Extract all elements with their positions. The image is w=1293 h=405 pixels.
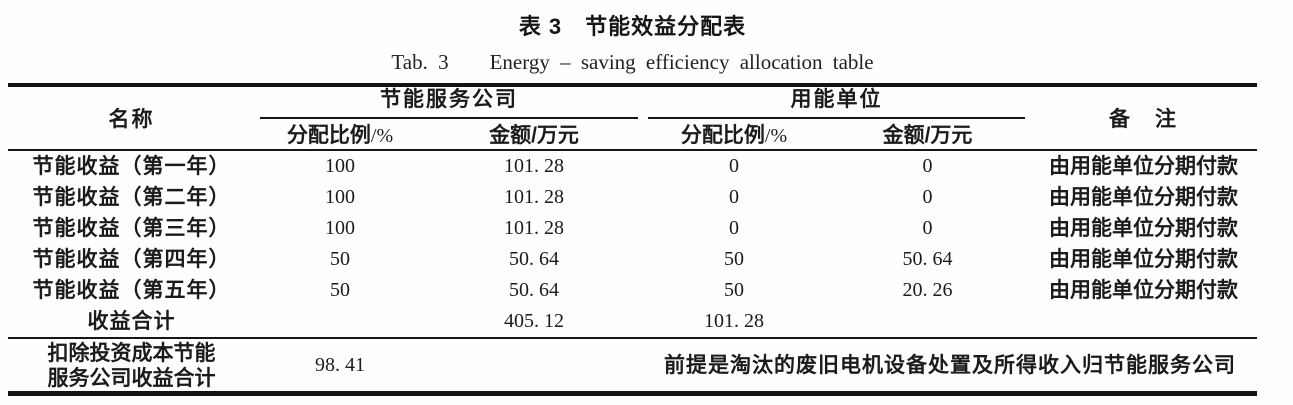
user-amount-value	[825, 306, 1030, 338]
esco-amount-value: 101. 28	[504, 186, 564, 208]
table-row: 节能收益（第二年） 100 101. 28 0 0 由用能单位分期付款	[8, 182, 1257, 213]
esco-ratio-value: 100	[325, 217, 355, 239]
esco-ratio-value: 100	[325, 186, 355, 208]
row-name: 节能收益（第五年）	[32, 279, 231, 302]
header-remark: 备 注	[1030, 85, 1257, 151]
row-name: 节能收益（第一年）	[32, 155, 231, 178]
footer-value: 98. 41	[255, 337, 425, 394]
amount-label: 金额	[489, 124, 532, 147]
remark-value: 由用能单位分期付款	[1049, 186, 1238, 209]
header-esco-group-label: 节能服务公司	[260, 87, 638, 119]
user-amount-value: 0	[922, 217, 933, 239]
user-ratio-value: 0	[729, 186, 739, 208]
esco-amount-value: 50. 64	[509, 279, 559, 301]
esco-ratio-value: 100	[325, 155, 355, 177]
footer-label: 扣除投资成本节能 服务公司收益合计	[8, 337, 255, 394]
row-name: 节能收益（第三年）	[32, 217, 231, 240]
remark-value: 由用能单位分期付款	[1049, 155, 1238, 178]
esco-ratio-value: 50	[330, 248, 350, 270]
table-footer-row: 扣除投资成本节能 服务公司收益合计 98. 41 前提是淘汰的废旧电机设备处置及…	[8, 337, 1257, 394]
user-ratio-value: 101. 28	[704, 310, 764, 332]
table-header: 名称 节能服务公司 用能单位 备 注 分配比例/% 金额/万元 分配比例/% 金…	[8, 85, 1257, 151]
esco-ratio-value	[255, 306, 425, 338]
header-esco-ratio: 分配比例/%	[255, 119, 425, 151]
ratio-unit: /%	[764, 125, 788, 147]
esco-amount-value: 50. 64	[509, 248, 559, 270]
esco-amount-value: 101. 28	[504, 217, 564, 239]
table-row: 节能收益（第五年） 50 50. 64 50 20. 26 由用能单位分期付款	[8, 275, 1257, 306]
header-user-amount: 金额/万元	[825, 119, 1030, 151]
footer-label-line1: 扣除投资成本节能	[47, 342, 216, 365]
remark-value: 由用能单位分期付款	[1049, 217, 1238, 240]
header-user-ratio: 分配比例/%	[643, 119, 825, 151]
user-amount-value: 20. 26	[902, 279, 953, 301]
row-name: 节能收益（第四年）	[32, 248, 231, 271]
user-ratio-value: 0	[729, 217, 739, 239]
footer-label-line2: 服务公司收益合计	[47, 367, 216, 390]
user-amount-value: 0	[922, 186, 933, 208]
header-sub-row: 分配比例/% 金额/万元 分配比例/% 金额/万元	[8, 119, 1257, 151]
remark-value: 由用能单位分期付款	[1049, 248, 1238, 271]
amount-label: 金额	[882, 124, 925, 147]
remark-value: 由用能单位分期付款	[1049, 279, 1238, 302]
amount-unit: /万元	[924, 124, 973, 147]
table-row: 节能收益（第四年） 50 50. 64 50 50. 64 由用能单位分期付款	[8, 244, 1257, 275]
ratio-unit: /%	[370, 125, 394, 147]
user-amount-value: 50. 64	[902, 248, 953, 270]
header-esco-amount: 金额/万元	[425, 119, 643, 151]
header-esco-group: 节能服务公司	[255, 85, 643, 119]
footer-note: 前提是淘汰的废旧电机设备处置及所得收入归节能服务公司	[643, 337, 1257, 394]
header-user-group-label: 用能单位	[648, 87, 1025, 119]
remark-value	[1030, 306, 1257, 338]
esco-amount-value: 101. 28	[504, 155, 564, 177]
user-amount-value: 0	[922, 155, 933, 177]
table-caption-en: Tab. 3 Energy – saving efficiency alloca…	[391, 50, 874, 74]
ratio-label: 分配比例	[286, 124, 371, 147]
table-body: 节能收益（第一年） 100 101. 28 0 0 由用能单位分期付款 节能收益…	[8, 150, 1257, 394]
user-ratio-value: 0	[729, 155, 739, 177]
esco-amount-value: 405. 12	[504, 310, 564, 332]
ratio-label: 分配比例	[680, 124, 765, 147]
energy-saving-allocation-table: 名称 节能服务公司 用能单位 备 注 分配比例/% 金额/万元 分配比例/% 金…	[8, 83, 1257, 396]
table-caption-zh: 表 3 节能效益分配表	[518, 14, 747, 39]
row-name: 收益合计	[87, 310, 176, 333]
amount-unit: /万元	[531, 124, 579, 147]
header-name: 名称	[8, 85, 255, 151]
esco-ratio-value: 50	[330, 279, 350, 301]
footer-empty-cell	[425, 337, 643, 394]
header-user-group: 用能单位	[643, 85, 1030, 119]
row-name: 节能收益（第二年）	[32, 186, 231, 209]
user-ratio-value: 50	[724, 279, 744, 301]
header-group-row: 名称 节能服务公司 用能单位 备 注	[8, 85, 1257, 151]
table-row: 节能收益（第三年） 100 101. 28 0 0 由用能单位分期付款	[8, 213, 1257, 244]
table-row-total: 收益合计 405. 12 101. 28	[8, 306, 1257, 338]
table-row: 节能收益（第一年） 100 101. 28 0 0 由用能单位分期付款	[8, 150, 1257, 182]
user-ratio-value: 50	[724, 248, 744, 270]
